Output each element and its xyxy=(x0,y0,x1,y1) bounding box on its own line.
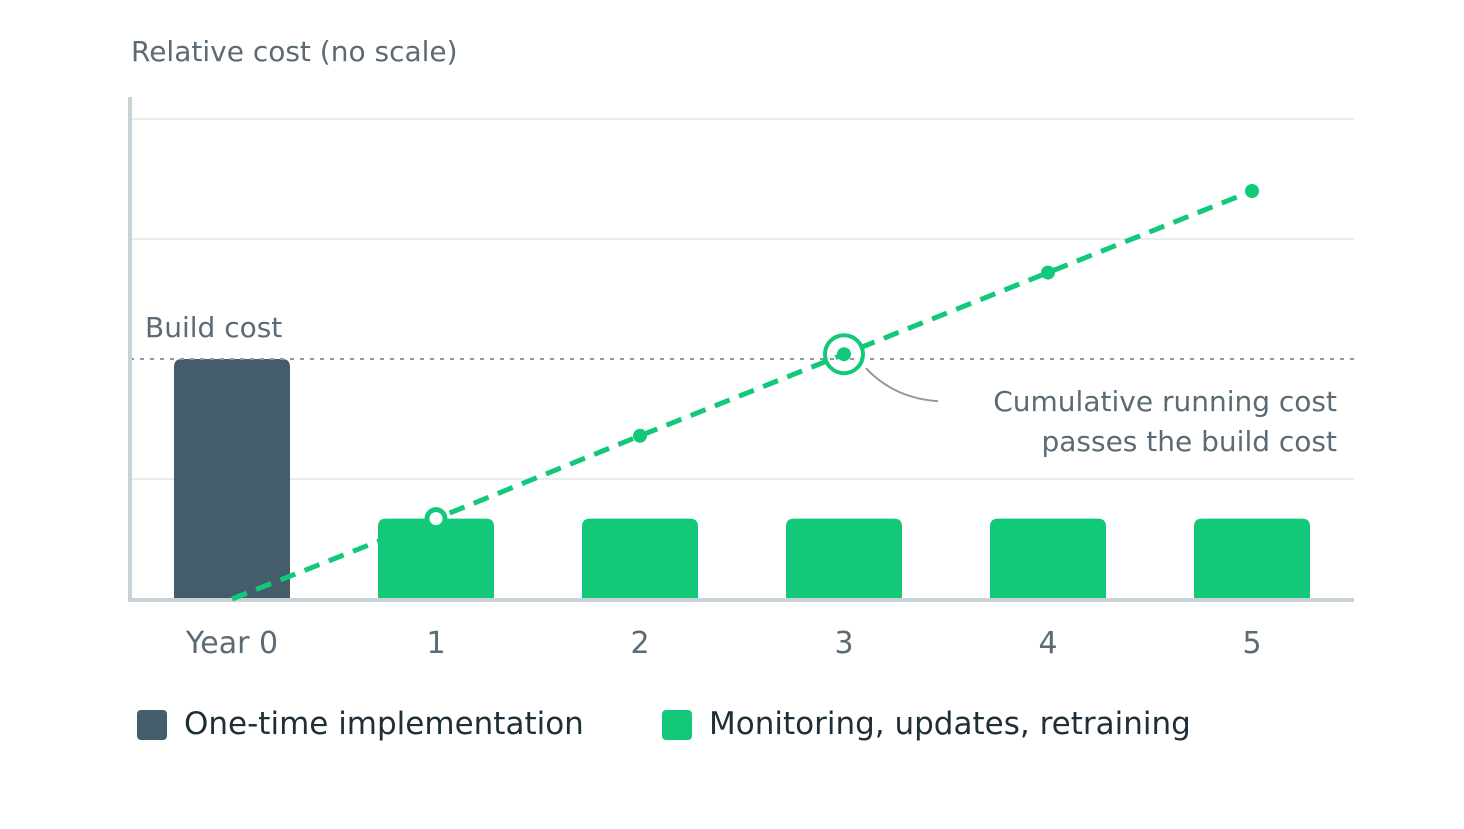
x-tick-label: 2 xyxy=(630,626,649,661)
x-tick-label: 3 xyxy=(834,626,853,661)
cumulative-point xyxy=(633,428,647,443)
bar-2 xyxy=(582,518,698,599)
cumulative-line-group xyxy=(231,184,1259,602)
cumulative-point xyxy=(837,347,851,362)
x-tick-label: 4 xyxy=(1038,626,1057,661)
legend-swatch xyxy=(662,710,692,740)
x-tick-label: Year 0 xyxy=(185,626,278,661)
cumulative-line xyxy=(231,188,1253,602)
bar-4 xyxy=(990,518,1106,599)
cumulative-point xyxy=(1245,184,1259,198)
bar-3 xyxy=(786,518,902,599)
x-tick-label: 1 xyxy=(426,626,445,661)
x-tick-label: 5 xyxy=(1242,626,1261,661)
bar-5 xyxy=(1194,518,1310,599)
cumulative-point xyxy=(424,507,448,531)
grid-lines xyxy=(130,118,1354,480)
legend-label: One-time implementation xyxy=(184,706,584,742)
annotation-leader xyxy=(865,367,939,403)
bar-year-0 xyxy=(174,359,290,599)
cumulative-point xyxy=(1041,265,1055,280)
labels: Build cost Relative cost (no scale) Year 0… xyxy=(131,35,1262,661)
y-axis-label: Relative cost (no scale) xyxy=(131,35,458,68)
legend-label: Monitoring, updates, retraining xyxy=(709,706,1191,742)
bar-1 xyxy=(378,518,494,599)
legend-swatch xyxy=(137,710,167,740)
annotation-text: Cumulative running cost xyxy=(993,385,1337,418)
build-cost-label: Build cost xyxy=(145,311,282,344)
bars xyxy=(174,359,1310,599)
annotation-group: Cumulative running cost passes the build … xyxy=(823,333,1337,458)
legend: One-time implementation Monitoring, updat… xyxy=(137,706,1191,742)
axes xyxy=(128,97,1354,602)
annotation-text: passes the build cost xyxy=(1041,425,1337,458)
crossover-ring xyxy=(823,333,865,376)
